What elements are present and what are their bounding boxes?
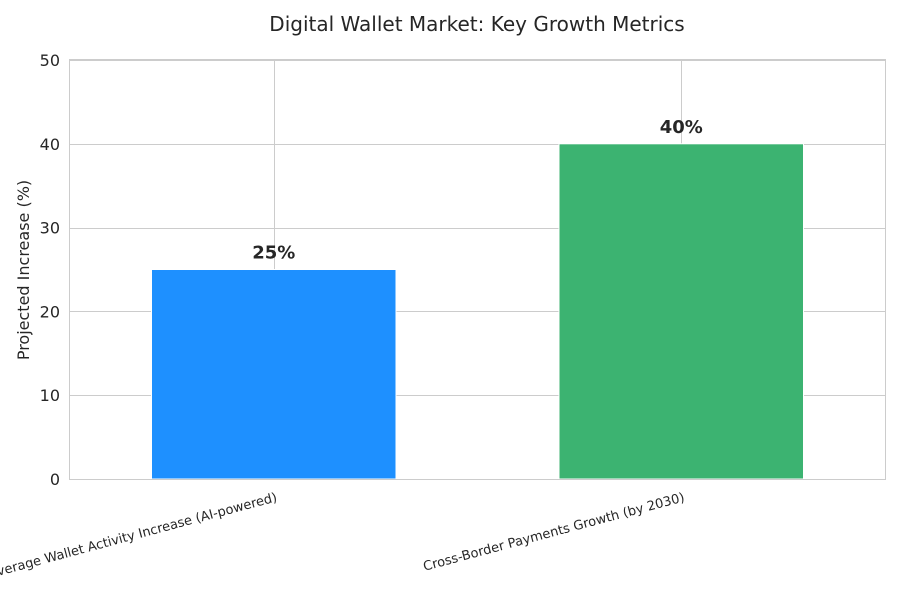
- bar: [558, 143, 804, 480]
- bars: [151, 143, 804, 480]
- bar-value-label: 25%: [252, 243, 295, 264]
- chart-title: Digital Wallet Market: Key Growth Metric…: [269, 12, 684, 36]
- bar: [151, 269, 397, 480]
- x-tick-label: Average Wallet Activity Increase (AI-pow…: [0, 490, 279, 582]
- y-tick-label: 20: [40, 302, 60, 321]
- y-tick-label: 0: [50, 470, 60, 489]
- bar-value-labels: 25% 40%: [252, 117, 703, 264]
- y-axis-label: Projected Increase (%): [14, 180, 33, 360]
- x-axis-ticks: Average Wallet Activity Increase (AI-pow…: [0, 490, 686, 582]
- y-axis-ticks: 0 10 20 30 40 50: [40, 51, 60, 489]
- y-tick-label: 30: [40, 219, 60, 238]
- y-tick-label: 10: [40, 386, 60, 405]
- plot-frame: [69, 59, 886, 480]
- x-tick-label: Cross-Border Payments Growth (by 2030): [422, 490, 687, 574]
- bar-value-label: 40%: [660, 117, 703, 138]
- y-tick-label: 50: [40, 51, 60, 70]
- y-tick-label: 40: [40, 135, 60, 154]
